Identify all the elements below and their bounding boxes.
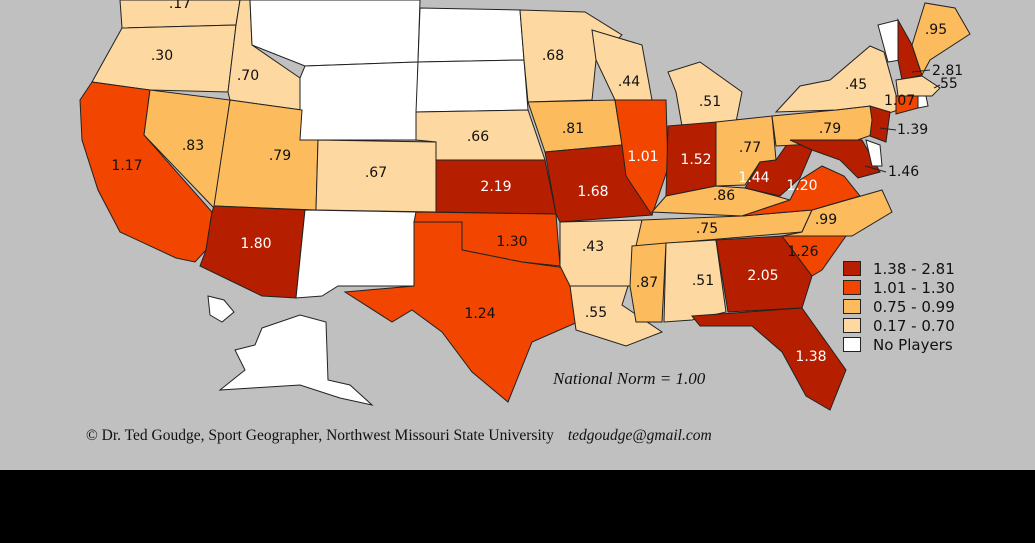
state-tx (343, 221, 579, 403)
legend-item: No Players (843, 335, 955, 354)
legend-item: 0.75 - 0.99 (843, 297, 955, 316)
legend-swatch (843, 280, 861, 295)
state-value-ia: .81 (562, 121, 584, 137)
legend-swatch (843, 299, 861, 314)
state-value-wv: 1.44 (738, 170, 769, 186)
state-value-nv: .83 (182, 138, 204, 154)
legend-label: 1.38 - 2.81 (873, 259, 955, 278)
leader-line (864, 165, 887, 173)
state-value-ky: .86 (713, 188, 735, 204)
legend-swatch (843, 318, 861, 333)
state-value-mn: .68 (542, 48, 564, 64)
credit-text: © Dr. Ted Goudge, Sport Geographer, Nort… (86, 427, 554, 444)
legend-label: 0.75 - 0.99 (873, 297, 955, 316)
state-value-ca: 1.17 (111, 158, 142, 174)
state-fl (691, 307, 847, 411)
state-value-mi: .51 (699, 94, 721, 110)
us-choropleth-map: .17 .30 1.17 .83 .70 .79 .67 1.80 .66 2.19 1.30 1.2… (79, 0, 971, 411)
state-value-nc: .99 (815, 212, 837, 228)
state-value-nh: 2.81 (932, 63, 963, 79)
state-ak (218, 314, 374, 406)
state-value-va: 1.20 (786, 178, 817, 194)
state-value-tx: 1.24 (464, 306, 495, 322)
state-sd (415, 59, 529, 113)
state-value-az: 1.80 (240, 236, 271, 252)
state-hi (207, 295, 235, 323)
legend: 1.38 - 2.81 1.01 - 1.30 0.75 - 0.99 0.17 - … (843, 259, 955, 354)
state-value-ny: .45 (845, 77, 867, 93)
footer-credit: © Dr. Ted Goudge, Sport Geographer, Nort… (86, 427, 712, 445)
state-value-il: 1.01 (627, 149, 658, 165)
state-value-ok: 1.30 (496, 234, 527, 250)
legend-item: 0.17 - 0.70 (843, 316, 955, 335)
state-value-ms: .87 (636, 275, 658, 291)
map-background: .17 .30 1.17 .83 .70 .79 .67 1.80 .66 2.19 1.30 1.2… (0, 0, 1035, 470)
state-value-oh: .77 (739, 140, 761, 156)
state-value-pa: .79 (819, 121, 841, 137)
state-value-md: 1.46 (888, 164, 919, 180)
state-wv (744, 139, 813, 197)
legend-label: No Players (873, 335, 953, 354)
state-il (614, 99, 669, 217)
state-value-ks: 2.19 (480, 179, 511, 195)
state-value-al: .51 (692, 273, 714, 289)
legend-swatch (843, 261, 861, 276)
state-mt (249, 0, 421, 67)
state-az (199, 205, 306, 299)
state-value-me: .95 (925, 22, 947, 38)
state-nj (869, 105, 891, 143)
state-value-ct: 1.07 (884, 93, 915, 109)
state-value-nj: 1.39 (897, 122, 928, 138)
leader-line (933, 84, 941, 89)
state-wy (299, 61, 419, 141)
national-norm-note: National Norm = 1.00 (553, 369, 706, 388)
state-nd (417, 7, 525, 63)
state-value-mo: 1.68 (577, 184, 608, 200)
state-la (569, 285, 664, 347)
state-me (911, 2, 971, 77)
state-value-ga: 2.05 (747, 268, 778, 284)
state-value-wa: .17 (169, 0, 191, 12)
state-value-ut: .79 (269, 148, 291, 164)
state-nm (295, 209, 417, 299)
state-value-ar: .43 (582, 239, 604, 255)
legend-item: 1.01 - 1.30 (843, 278, 955, 297)
leader-line (879, 127, 897, 131)
state-ms (629, 242, 667, 323)
leader-line (911, 69, 931, 73)
state-value-or: .30 (151, 48, 173, 64)
state-ma (895, 75, 941, 97)
legend-label: 0.17 - 0.70 (873, 316, 955, 335)
legend-label: 1.01 - 1.30 (873, 278, 955, 297)
state-ri (917, 95, 929, 109)
state-de (865, 139, 883, 167)
state-or (91, 24, 237, 93)
state-value-ma: 55 (940, 76, 958, 92)
state-ga (715, 235, 813, 313)
state-value-in: 1.52 (680, 152, 711, 168)
state-ny (774, 45, 899, 117)
state-value-sc: 1.26 (787, 244, 818, 260)
state-value-co: .67 (365, 165, 387, 181)
state-md (789, 139, 881, 179)
legend-swatch (843, 337, 861, 352)
state-value-id: .70 (237, 68, 259, 84)
legend-item: 1.38 - 2.81 (843, 259, 955, 278)
state-value-tn: .75 (696, 221, 718, 237)
state-value-fl: 1.38 (795, 349, 826, 365)
email-text: tedgoudge@gmail.com (567, 427, 712, 444)
state-value-wi: .44 (618, 74, 640, 90)
state-value-la: .55 (585, 305, 607, 321)
state-value-ne: .66 (467, 129, 489, 145)
state-va (741, 165, 861, 217)
